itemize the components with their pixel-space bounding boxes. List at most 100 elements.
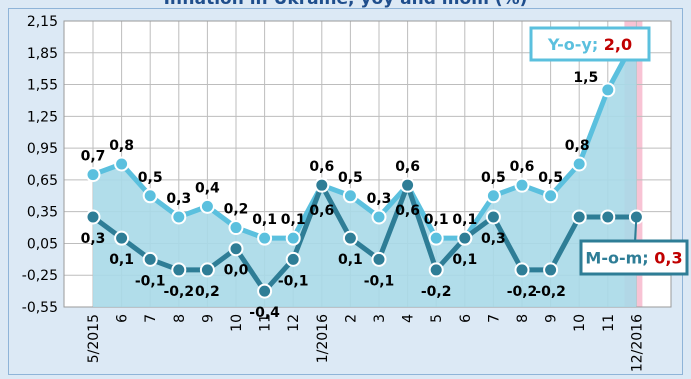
mom-data-label: 0,1 <box>109 252 134 268</box>
yoy-data-label: 0,5 <box>138 170 163 186</box>
yoy-point <box>342 188 358 204</box>
mom-data-label: -0,1 <box>135 273 166 289</box>
yoy-point <box>171 209 187 225</box>
mom-callout-value: 0,3 <box>654 249 682 268</box>
yoy-point <box>228 220 244 236</box>
x-tick-label: 8 <box>515 314 531 323</box>
x-tick-label: 2 <box>343 314 359 323</box>
mom-data-label: 0,3 <box>481 231 506 247</box>
yoy-data-label: 0,6 <box>510 159 535 175</box>
yoy-data-label: 0,8 <box>565 138 590 154</box>
yoy-data-label: 0,6 <box>395 159 420 175</box>
x-tick-label: 12 <box>286 314 302 332</box>
x-tick-label: 1/2016 <box>315 314 331 363</box>
x-tick-label: 9 <box>544 314 560 323</box>
y-tick-label: 1,85 <box>27 46 58 62</box>
yoy-data-label: 1,5 <box>573 70 598 86</box>
mom-point <box>342 230 358 246</box>
yoy-data-label: 0,1 <box>252 212 277 228</box>
x-tick-label: 3 <box>372 314 388 323</box>
yoy-point <box>371 209 387 225</box>
mom-data-label: -0,1 <box>278 273 309 289</box>
mom-point <box>257 283 273 299</box>
mom-point <box>571 209 587 225</box>
mom-point <box>400 177 416 193</box>
yoy-data-label: 0,1 <box>452 212 477 228</box>
y-tick-label: 0,65 <box>27 173 58 189</box>
yoy-point <box>571 156 587 172</box>
mom-point <box>371 251 387 267</box>
yoy-data-label: 0,8 <box>109 138 134 154</box>
y-tick-label: -0,55 <box>22 300 58 316</box>
yoy-point <box>428 230 444 246</box>
mom-data-label: -0,1 <box>364 273 395 289</box>
mom-callout-box <box>579 239 689 276</box>
y-tick-label: 2,15 <box>27 14 58 30</box>
yoy-data-label: 0,3 <box>166 191 191 207</box>
x-tick-label: 4 <box>401 314 417 323</box>
mom-callout-text: M-o-m; 0,3 <box>585 249 682 268</box>
yoy-point <box>485 188 501 204</box>
yoy-point <box>600 82 616 98</box>
mom-data-label: -0,4 <box>249 305 280 321</box>
yoy-data-label: 0,2 <box>224 202 249 218</box>
x-tick-label: 12/2016 <box>629 314 645 372</box>
yoy-point <box>114 156 130 172</box>
mom-point <box>514 262 530 278</box>
x-tick-label: 10 <box>229 314 245 332</box>
y-tick-label: 1,55 <box>27 78 58 94</box>
mom-point <box>543 262 559 278</box>
mom-data-label: 0,6 <box>309 203 334 219</box>
y-tick-label: 0,35 <box>27 205 58 221</box>
yoy-point <box>142 188 158 204</box>
yoy-data-label: 0,1 <box>281 212 306 228</box>
x-tick-label: 11 <box>258 314 274 332</box>
mom-data-label: 0,1 <box>452 252 477 268</box>
mom-point <box>114 230 130 246</box>
yoy-point <box>257 230 273 246</box>
x-tick-label: 7 <box>143 314 159 323</box>
x-tick-label: 8 <box>172 314 188 323</box>
x-tick-label: 9 <box>200 314 216 323</box>
mom-point <box>142 251 158 267</box>
mom-data-label: 0,1 <box>338 252 363 268</box>
x-tick-label: 6 <box>458 314 474 323</box>
mom-point <box>428 262 444 278</box>
mom-data-label: 0,2 <box>195 284 220 300</box>
mom-point <box>457 230 473 246</box>
x-tick-label: 11 <box>601 314 617 332</box>
yoy-area <box>93 36 637 308</box>
yoy-data-label: 0,5 <box>481 170 506 186</box>
mom-callout-label: M-o-m; <box>585 249 654 268</box>
yoy-point <box>514 177 530 193</box>
mom-data-label: -0,2 <box>507 284 538 300</box>
yoy-callout-value: 2,0 <box>604 35 632 54</box>
mom-data-label: -0,2 <box>163 284 194 300</box>
y-tick-label: 0,95 <box>27 141 58 157</box>
y-tick-label: -0,25 <box>22 268 58 284</box>
x-tick-label: 7 <box>486 314 502 323</box>
yoy-data-label: 0,3 <box>367 191 392 207</box>
mom-point <box>285 251 301 267</box>
yoy-data-label: 0,4 <box>195 180 220 196</box>
yoy-point <box>285 230 301 246</box>
outer-frame <box>8 8 683 375</box>
y-tick-label: 0,05 <box>27 236 58 252</box>
yoy-data-label: 0,7 <box>81 149 106 165</box>
yoy-callout-text: Y-o-y; 2,0 <box>547 35 632 54</box>
mom-data-label: 0,3 <box>81 231 106 247</box>
mom-point <box>314 177 330 193</box>
mom-data-label: -0,2 <box>535 284 566 300</box>
mom-data-label: -0,2 <box>421 284 452 300</box>
mom-point <box>199 262 215 278</box>
yoy-point <box>543 188 559 204</box>
mom-point <box>171 262 187 278</box>
x-tick-label: 6 <box>115 314 131 323</box>
y-tick-label: 1,25 <box>27 109 58 125</box>
chart-title: Inflation in Ukraine, yoy and mom (%) <box>0 0 691 9</box>
yoy-callout-label: Y-o-y; <box>547 35 604 54</box>
mom-point <box>228 241 244 257</box>
yoy-data-label: 0,5 <box>338 170 363 186</box>
mom-point <box>85 209 101 225</box>
